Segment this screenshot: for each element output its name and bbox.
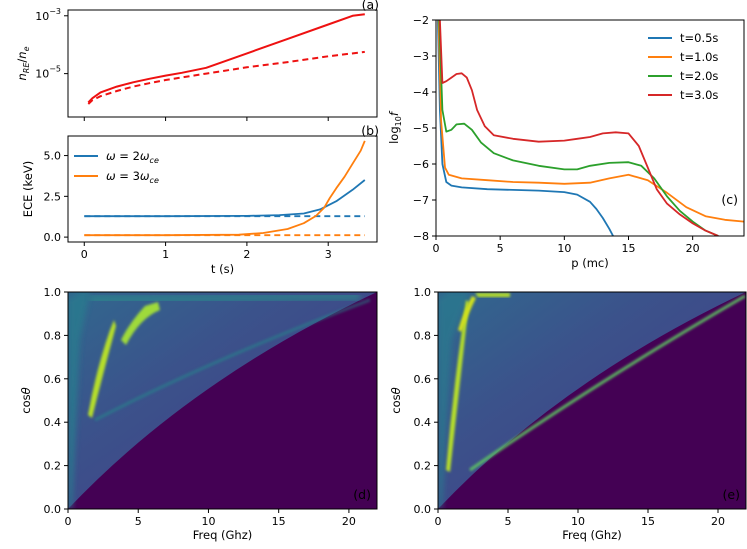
y-tick-label-e: 1.0 bbox=[414, 286, 432, 299]
x-axis-label-c: p (mc) bbox=[571, 256, 608, 270]
series-group-b bbox=[84, 140, 366, 237]
y-tick-label-c: −6 bbox=[413, 158, 429, 171]
heatmap-d-bright-streak-2 bbox=[121, 302, 160, 345]
heatmap-e-bright-streak-2 bbox=[458, 296, 476, 332]
y-tick-label-e: 0.4 bbox=[414, 416, 432, 429]
panel-label-a: (a) bbox=[362, 0, 379, 12]
y-tick-label-c: −2 bbox=[413, 14, 429, 27]
x-tick-label-c: 10 bbox=[557, 242, 571, 255]
y-tick-label-e: 0.8 bbox=[414, 329, 432, 342]
y-axis-label-e: cosθ bbox=[389, 387, 403, 413]
y-tick-label-c: −3 bbox=[413, 50, 429, 63]
x-tick-label-b: 2 bbox=[243, 248, 250, 261]
x-axis-label-d: Freq (Ghz) bbox=[193, 528, 253, 542]
legend-label-c-0: t=0.5s bbox=[680, 31, 718, 45]
panel-label-d: (d) bbox=[353, 487, 371, 502]
y-tick-label-c: −7 bbox=[413, 194, 429, 207]
heatmap-e-diagonal-streak bbox=[469, 294, 746, 472]
heatmap-d-upper-band bbox=[89, 292, 361, 305]
panel-label-c: (c) bbox=[721, 192, 738, 207]
x-tick-label-c: 15 bbox=[622, 242, 636, 255]
x-tick-label-d: 0 bbox=[65, 515, 72, 528]
panel-label-e: (e) bbox=[723, 487, 740, 502]
x-tick-label-d: 20 bbox=[342, 515, 356, 528]
x-tick-label-e: 5 bbox=[505, 515, 512, 528]
y-tick-label-e: 0.2 bbox=[414, 460, 432, 473]
axes-frame-d bbox=[67, 291, 378, 510]
y-tick-label-a: 10−3 bbox=[35, 7, 61, 23]
y-tick-label-c: −8 bbox=[413, 230, 429, 243]
x-tick-label-e: 10 bbox=[571, 515, 585, 528]
series-group-c bbox=[437, 20, 744, 236]
x-tick-label-e: 20 bbox=[711, 515, 725, 528]
legend-label-b-0: ω = 2ωce bbox=[106, 149, 159, 165]
y-tick-label-d: 0.0 bbox=[44, 503, 62, 516]
x-tick-label-d: 5 bbox=[135, 515, 142, 528]
x-tick-label-c: 0 bbox=[433, 242, 440, 255]
y-tick-label-a: 10−5 bbox=[35, 65, 61, 81]
series-group-a bbox=[87, 13, 365, 105]
x-tick-label-d: 10 bbox=[201, 515, 215, 528]
axes-frame-b bbox=[67, 135, 378, 243]
x-tick-label-c: 20 bbox=[686, 242, 700, 255]
axes-frame-e bbox=[437, 291, 747, 510]
y-tick-label-b: 5.0 bbox=[44, 150, 62, 163]
y-tick-label-d: 0.8 bbox=[44, 329, 62, 342]
y-tick-label-e: 0.6 bbox=[414, 373, 432, 386]
series-line-b-2 bbox=[84, 140, 366, 237]
y-tick-label-b: 2.5 bbox=[44, 190, 62, 203]
series-line-a-1 bbox=[87, 50, 365, 105]
series-line-c-0 bbox=[437, 20, 614, 236]
heatmap-e-edge-band bbox=[438, 292, 470, 509]
series-line-c-2 bbox=[438, 20, 719, 236]
y-axis-label-b: ECE (keV) bbox=[21, 161, 35, 217]
y-axis-label-a: nRE/ne bbox=[15, 46, 31, 80]
heatmap-e-bright-streak-1 bbox=[446, 300, 469, 472]
y-tick-label-b: 0.0 bbox=[44, 231, 62, 244]
x-tick-label-d: 15 bbox=[272, 515, 286, 528]
x-tick-label-b: 3 bbox=[325, 248, 332, 261]
x-tick-label-b: 1 bbox=[162, 248, 169, 261]
y-tick-label-d: 0.6 bbox=[44, 373, 62, 386]
heatmap-e-region bbox=[438, 292, 746, 509]
x-axis-label-e: Freq (Ghz) bbox=[562, 528, 622, 542]
heatmap-d-bright-streak-1 bbox=[88, 320, 116, 418]
x-tick-label-b: 0 bbox=[81, 248, 88, 261]
heatmap-d-diagonal-streak bbox=[94, 298, 371, 422]
x-tick-label-e: 15 bbox=[641, 515, 655, 528]
y-tick-label-e: 0.0 bbox=[414, 503, 432, 516]
series-line-a-0 bbox=[87, 13, 365, 104]
x-axis-label-b: t (s) bbox=[211, 262, 234, 276]
x-tick-label-c: 5 bbox=[497, 242, 504, 255]
y-tick-label-c: −5 bbox=[413, 122, 429, 135]
y-axis-label-c: log10f bbox=[387, 110, 403, 144]
panel-e-heatmap bbox=[438, 292, 746, 509]
axes-frame-a bbox=[67, 9, 378, 118]
series-line-b-0 bbox=[84, 179, 366, 218]
legend-label-c-2: t=2.0s bbox=[680, 69, 718, 83]
legend-label-c-1: t=1.0s bbox=[680, 50, 718, 64]
heatmap-d-region bbox=[68, 292, 377, 509]
panel-d-heatmap bbox=[68, 292, 377, 509]
series-line-c-1 bbox=[437, 20, 744, 223]
heatmap-e-bright-plateau bbox=[475, 293, 510, 297]
series-line-c-3 bbox=[439, 20, 719, 236]
legend-label-c-3: t=3.0s bbox=[680, 88, 718, 102]
y-axis-label-d: cosθ bbox=[19, 387, 33, 413]
y-tick-label-d: 0.2 bbox=[44, 460, 62, 473]
x-tick-label-e: 0 bbox=[435, 515, 442, 528]
heatmap-d-edge-band bbox=[68, 292, 90, 509]
y-tick-label-d: 1.0 bbox=[44, 286, 62, 299]
y-tick-label-d: 0.4 bbox=[44, 416, 62, 429]
y-tick-label-c: −4 bbox=[413, 86, 429, 99]
panel-label-b: (b) bbox=[361, 123, 379, 138]
legend-label-b-1: ω = 3ωce bbox=[106, 169, 159, 185]
